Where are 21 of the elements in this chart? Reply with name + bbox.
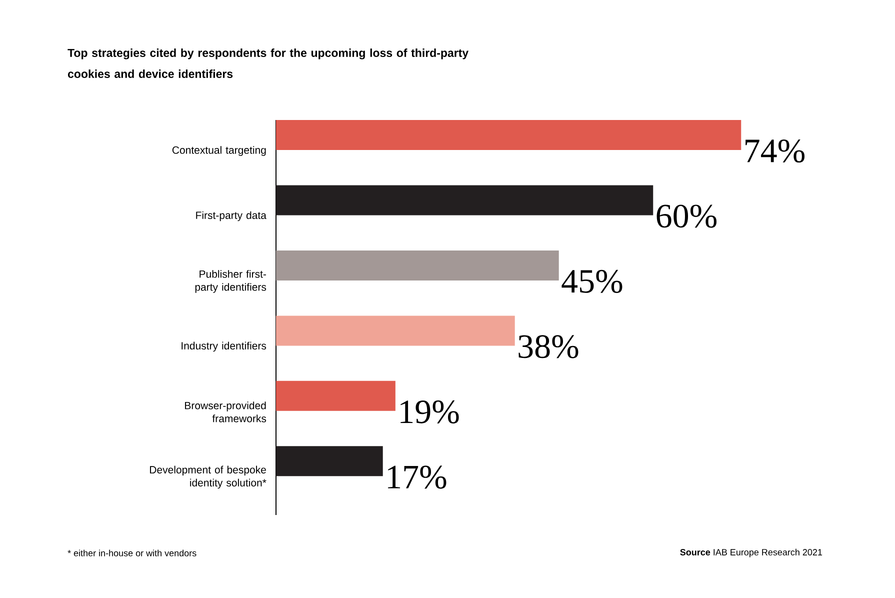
- bar: [276, 380, 396, 411]
- y-tick-label: First-party data: [196, 211, 266, 222]
- bar: [276, 250, 559, 280]
- data-label: 17%: [388, 466, 446, 489]
- text: * either in-house or with vendors: [68, 550, 196, 556]
- y-tick-label: Development of bespoke identity solution*: [150, 466, 266, 489]
- data-label: 74%: [746, 139, 804, 163]
- y-tick-label: Contextual targeting: [172, 146, 266, 156]
- bar: [276, 446, 383, 476]
- bar: [276, 316, 515, 346]
- chart-title: Top strategies cited by respondents for the upcoming loss of third-party cookies and device identifiers: [68, 48, 469, 78]
- bar: [276, 185, 654, 216]
- data-label: 60%: [656, 204, 716, 228]
- y-tick-label: Browser-provided frameworks: [185, 402, 266, 422]
- data-label: 38%: [518, 335, 578, 358]
- text: Source IAB Europe Research 2021: [680, 548, 822, 558]
- y-tick-label: Publisher first-party identifiers: [195, 270, 266, 293]
- bar: [276, 120, 742, 150]
- data-label: 19%: [400, 400, 459, 424]
- y-tick-label: Industry identifiers: [182, 342, 266, 352]
- data-label: 45%: [562, 270, 622, 293]
